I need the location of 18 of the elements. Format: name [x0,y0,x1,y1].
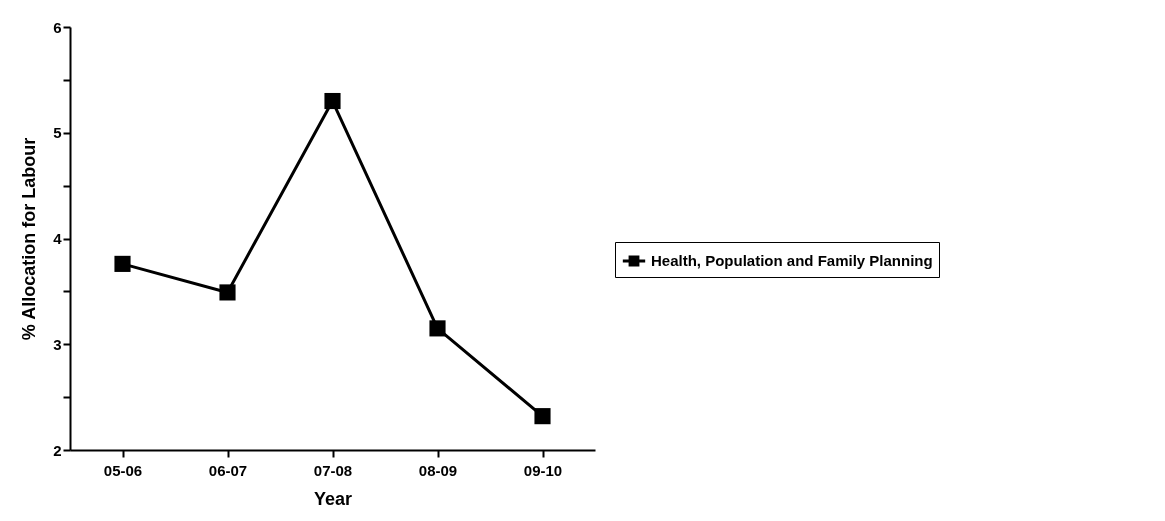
x-tick-label: 07-08 [313,461,353,479]
point [534,408,551,425]
x-tick-label: 08-09 [418,461,458,479]
x-axis-title: Year [313,488,353,509]
point [219,284,236,301]
x-tick-label: 05-06 [103,461,143,479]
x-tick-label: 06-07 [208,461,248,479]
y-tick-label: 3 [53,335,62,353]
y-tick-label: 2 [53,441,62,459]
y-tick-label: 6 [53,18,62,36]
point [114,255,131,272]
y-tick-label: 4 [53,230,63,247]
legend-label: Health, Population and Family Planning [651,252,933,269]
x-tick-label: 09-10 [523,461,563,479]
point [324,92,341,110]
point [429,320,446,337]
y-tick-label: 5 [53,124,62,142]
y-axis-title: % Allocation for Labour [19,137,40,341]
